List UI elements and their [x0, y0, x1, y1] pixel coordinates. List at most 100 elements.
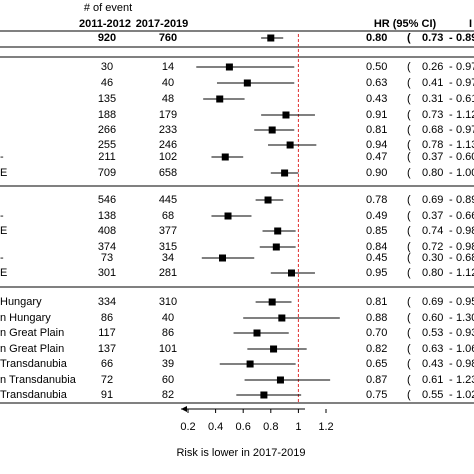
- event-count: 30: [101, 61, 113, 73]
- hr-marker: [276, 376, 284, 384]
- x-tick-label: 0.6: [236, 421, 251, 433]
- event-count: 68: [162, 210, 174, 222]
- ci-lower-label: 0.31: [422, 93, 443, 105]
- ci-lower-label: 0.53: [422, 327, 443, 339]
- event-count: 281: [159, 267, 177, 279]
- event-count: 233: [159, 124, 177, 136]
- hr-label: 0.70: [366, 327, 387, 339]
- hr-label: 0.80: [366, 32, 387, 44]
- ci-upper-label: 1.13: [456, 139, 474, 151]
- event-count: 374: [98, 241, 116, 253]
- hr-label: 0.95: [366, 267, 387, 279]
- ci-lower-label: 0.69: [422, 194, 443, 206]
- hr-marker: [216, 95, 224, 103]
- hr-label: 0.47: [366, 151, 387, 163]
- ci-lower-label: 0.37: [422, 151, 443, 163]
- hr-marker: [272, 243, 280, 251]
- row-label: Hungary: [0, 296, 42, 308]
- ci-punct: -: [449, 358, 453, 370]
- ci-punct: (: [407, 327, 411, 339]
- event-count: 101: [159, 343, 177, 355]
- ci-upper-label: 0.97: [456, 124, 474, 136]
- ci-upper-label: 0.61: [456, 93, 474, 105]
- event-count: 255: [98, 139, 116, 151]
- hr-label: 0.43: [366, 93, 387, 105]
- event-count: 315: [159, 241, 177, 253]
- event-count: 102: [159, 151, 177, 163]
- row-label: E: [0, 267, 7, 279]
- hr-label: 0.50: [366, 61, 387, 73]
- event-count: 920: [98, 32, 116, 44]
- event-count: 408: [98, 225, 116, 237]
- event-count: 211: [98, 151, 116, 163]
- event-count: 14: [162, 61, 174, 73]
- ci-lower-label: 0.80: [422, 267, 443, 279]
- ci-punct: (: [407, 93, 411, 105]
- ci-lower-label: 0.30: [422, 252, 443, 264]
- ci-punct: -: [449, 296, 453, 308]
- ci-upper-label: 1.30: [456, 312, 474, 324]
- ci-punct: -: [449, 374, 453, 386]
- row-label: E: [0, 167, 7, 179]
- hr-label: 0.81: [366, 296, 387, 308]
- hr-marker: [274, 227, 282, 235]
- ci-upper-label: 0.97: [456, 77, 474, 89]
- ci-punct: -: [449, 210, 453, 222]
- hr-marker: [219, 254, 226, 262]
- ci-upper-label: 0.98: [456, 358, 474, 370]
- ci-lower-label: 0.80: [422, 167, 443, 179]
- ci-punct: (: [407, 167, 411, 179]
- event-count: 82: [162, 389, 174, 401]
- row-label: n Great Plain: [0, 327, 64, 339]
- event-count: 86: [101, 312, 113, 324]
- ci-punct: -: [449, 139, 453, 151]
- hr-marker: [221, 153, 229, 161]
- row-label: E: [0, 225, 7, 237]
- ci-upper-label: 0.98: [456, 241, 474, 253]
- ci-punct: (: [407, 61, 411, 73]
- ci-upper-label: 0.60: [456, 151, 474, 163]
- hr-marker: [282, 111, 290, 119]
- hr-marker: [260, 391, 268, 399]
- hr-marker: [267, 34, 275, 42]
- ci-lower-label: 0.72: [422, 241, 443, 253]
- ci-punct: -: [449, 241, 453, 253]
- ci-punct: (: [407, 296, 411, 308]
- ci-upper-label: 1.12: [456, 109, 474, 121]
- hr-label: 0.63: [366, 77, 387, 89]
- hr-label: 0.88: [366, 312, 387, 324]
- ci-punct: -: [449, 77, 453, 89]
- hr-label: 0.90: [366, 167, 387, 179]
- event-count: 266: [98, 124, 116, 136]
- hr-label: 0.87: [366, 374, 387, 386]
- event-count: 709: [98, 167, 116, 179]
- event-count: 334: [98, 296, 116, 308]
- ci-punct: (: [407, 267, 411, 279]
- ci-lower-label: 0.60: [422, 312, 443, 324]
- event-count: 760: [159, 32, 177, 44]
- row-label: -: [0, 151, 4, 163]
- ci-punct: -: [449, 93, 453, 105]
- event-count: 137: [98, 343, 116, 355]
- row-label: -: [0, 252, 4, 264]
- hr-label: 0.49: [366, 210, 387, 222]
- ci-lower-label: 0.61: [422, 374, 443, 386]
- ci-lower-label: 0.55: [422, 389, 443, 401]
- event-count: 377: [159, 225, 177, 237]
- hr-marker: [281, 169, 289, 177]
- hr-label: 0.81: [366, 124, 387, 136]
- hr-marker: [268, 126, 276, 134]
- event-count: 135: [98, 93, 116, 105]
- ci-punct: (: [407, 252, 411, 264]
- ci-upper-label: 1.00: [456, 167, 474, 179]
- ci-upper-label: 0.98: [456, 225, 474, 237]
- ci-lower-label: 0.63: [422, 343, 443, 355]
- ci-punct: (: [407, 139, 411, 151]
- event-count: 72: [101, 374, 113, 386]
- column-header: 2011-2012: [79, 18, 131, 30]
- event-count: 310: [159, 296, 177, 308]
- hr-label: 0.82: [366, 343, 387, 355]
- ci-upper-label: 1.02: [456, 389, 474, 401]
- ci-punct: -: [449, 267, 453, 279]
